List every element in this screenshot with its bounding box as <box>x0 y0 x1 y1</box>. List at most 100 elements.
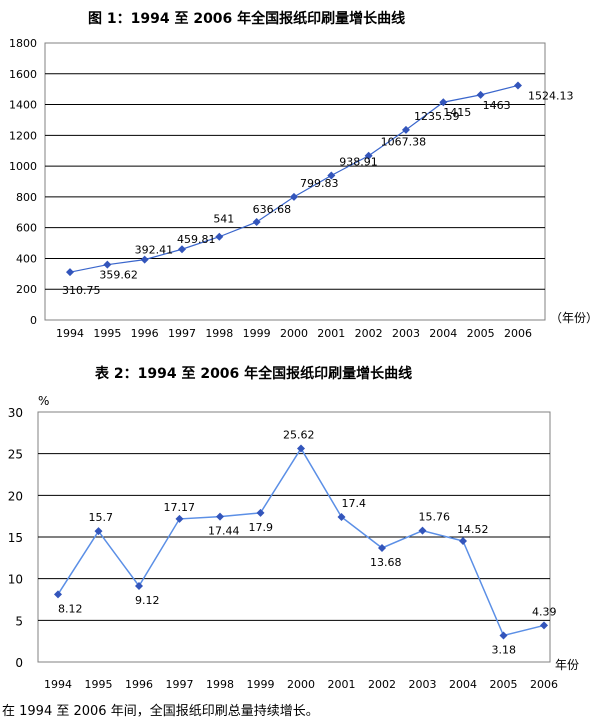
chart-1-y-tick-label: 600 <box>16 222 37 235</box>
chart-2-title: 表 2：1994 至 2006 年全国报纸印刷量增长曲线 <box>95 366 413 382</box>
chart-2-data-point <box>297 444 305 453</box>
chart-1-y-tick-label: 1400 <box>9 99 37 112</box>
chart-2-x-tick-label: 2004 <box>449 678 477 691</box>
chart-2-data-point <box>499 631 508 640</box>
chart-2-x-tick-label: 1998 <box>206 678 234 691</box>
chart-1-data-label: 359.62 <box>99 269 138 282</box>
chart-2-y-tick-label: 15 <box>8 531 23 545</box>
summary-text: 在 1994 至 2006 年间，全国报纸印刷总量持续增长。 <box>2 704 319 719</box>
chart-1-x-tick-label: 1999 <box>243 327 271 340</box>
chart-2-data-label: 17.17 <box>164 501 196 514</box>
chart-2-x-tick-label: 2006 <box>530 678 558 691</box>
chart-1-y-tick-label: 1200 <box>9 129 37 142</box>
chart-2-data-label: 4.39 <box>532 605 557 618</box>
chart-2-plot: 0 5 10 15 20 25 30% 1994 1995 1996 1997 1998 1999 200… <box>8 394 579 691</box>
chart-2-data-label: 17.44 <box>208 525 240 538</box>
chart-1-y-tick-label: 800 <box>16 191 37 204</box>
chart-2-x-tick-label: 1995 <box>85 678 113 691</box>
chart-1-data-label: 1235.59 <box>414 110 460 123</box>
chart-2-data-point <box>216 512 224 521</box>
chart-1-data-label: 636.68 <box>253 203 292 216</box>
chart-2-y-tick-label: 10 <box>8 573 23 587</box>
chart-2-data-point <box>459 537 467 545</box>
chart-2-data-label: 17.9 <box>249 521 274 534</box>
chart-2-x-tick-label: 1996 <box>125 678 153 691</box>
chart-2-y-tick-label: 5 <box>15 614 23 628</box>
chart-2-data-point <box>54 590 62 599</box>
chart-2-data-label: 3.18 <box>492 644 517 657</box>
chart-2-y-unit-label: % <box>38 394 49 408</box>
chart-1-data-point <box>177 245 186 254</box>
chart-1-data-label: 541 <box>213 213 234 226</box>
chart-2-data-point <box>418 526 427 535</box>
chart-1-y-tick-label: 1000 <box>9 160 37 173</box>
chart-2-data-point <box>540 621 548 630</box>
chart-2-data-label: 9.12 <box>135 594 160 607</box>
chart-1-plot: 0 200 400 600 800 1000 1200 1400 1600 1800 1994 199… <box>9 37 596 340</box>
chart-1-y-tick-label: 400 <box>16 252 37 265</box>
chart-2-data-label: 15.76 <box>419 511 451 524</box>
chart-2-data-point <box>337 513 346 521</box>
chart-1-x-tick-label: 2006 <box>504 327 532 340</box>
chart-1-data-point <box>327 171 336 180</box>
chart-2-x-tick-label: 1994 <box>44 678 72 691</box>
chart-1-x-tick-label: 2001 <box>317 327 345 340</box>
chart-1-plot-area <box>44 42 546 321</box>
chart-2-data-point <box>378 544 386 552</box>
chart-1-data-label: 1415 <box>443 106 471 119</box>
chart-2-x-tick-label: 2005 <box>490 678 518 691</box>
chart-1-y-tick-label: 0 <box>30 314 37 327</box>
chart-2: 表 2：1994 至 2006 年全国报纸印刷量增长曲线 0 5 10 15 20 25 3… <box>0 345 596 700</box>
chart-2-data-label: 25.62 <box>283 429 315 442</box>
chart-1-data-point <box>401 125 410 134</box>
chart-1-x-tick-label: 1997 <box>168 327 196 340</box>
chart-2-y-tick-label: 30 <box>8 406 23 420</box>
chart-2-data-point <box>94 527 103 536</box>
chart-1-x-tick-label: 2002 <box>355 327 383 340</box>
chart-1-data-point <box>439 98 448 107</box>
chart-1-data-point <box>513 81 522 90</box>
chart-1-title: 图 1：1994 至 2006 年全国报纸印刷量增长曲线 <box>88 11 406 27</box>
chart-2-data-point <box>135 582 143 590</box>
chart-1-data-point <box>66 268 74 277</box>
chart-1-x-tick-label: 2000 <box>280 327 308 340</box>
chart-1-data-point <box>476 90 485 99</box>
chart-1-data-label: 799.83 <box>300 177 339 190</box>
chart-1-y-tick-label: 1800 <box>9 37 37 50</box>
chart-1-data-point <box>289 192 298 201</box>
chart-1-data-label: 310.75 <box>62 284 101 297</box>
chart-1-x-tick-label: 1998 <box>205 327 233 340</box>
chart-1-data-point <box>252 218 261 227</box>
chart-1-x-tick-label: 2004 <box>429 327 457 340</box>
chart-1-y-tick-label: 1600 <box>9 68 37 81</box>
chart-2-y-tick-label: 20 <box>8 489 23 503</box>
chart-2-x-unit-label: 年份 <box>555 658 579 672</box>
chart-2-x-tick-label: 1997 <box>166 678 194 691</box>
chart-2-data-label: 17.4 <box>342 497 367 510</box>
chart-1-data-point <box>364 151 373 160</box>
chart-1: 图 1：1994 至 2006 年全国报纸印刷量增长曲线 0 200 400 600 8… <box>0 0 596 345</box>
chart-1-x-tick-label: 1996 <box>131 327 159 340</box>
chart-2-data-label: 8.12 <box>58 602 83 615</box>
chart-2-data-point <box>175 514 184 523</box>
chart-2-data-point <box>256 508 265 517</box>
chart-1-data-label: 392.41 <box>135 244 174 257</box>
chart-1-y-tick-label: 200 <box>16 283 37 296</box>
chart-1-x-tick-label: 2003 <box>392 327 420 340</box>
chart-1-data-point <box>103 260 112 269</box>
chart-1-x-tick-label: 1995 <box>93 327 121 340</box>
chart-1-data-label: 1463 <box>483 99 511 112</box>
chart-2-data-label: 14.52 <box>457 523 489 536</box>
chart-2-data-label: 13.68 <box>370 556 402 569</box>
chart-1-data-label: 1067.38 <box>381 136 427 149</box>
chart-2-y-tick-label: 0 <box>15 656 23 670</box>
chart-2-data-label: 15.7 <box>89 511 114 524</box>
chart-1-data-label: 459.81 <box>177 233 216 246</box>
chart-2-y-tick-label: 25 <box>8 448 23 462</box>
chart-1-x-unit-label: （年份） <box>550 311 596 325</box>
chart-2-x-tick-label: 2003 <box>409 678 437 691</box>
chart-1-data-label: 1524.13 <box>528 89 574 102</box>
chart-1-x-tick-label: 1994 <box>56 327 84 340</box>
chart-1-data-label: 938.91 <box>339 156 378 169</box>
chart-2-x-tick-label: 1999 <box>247 678 275 691</box>
